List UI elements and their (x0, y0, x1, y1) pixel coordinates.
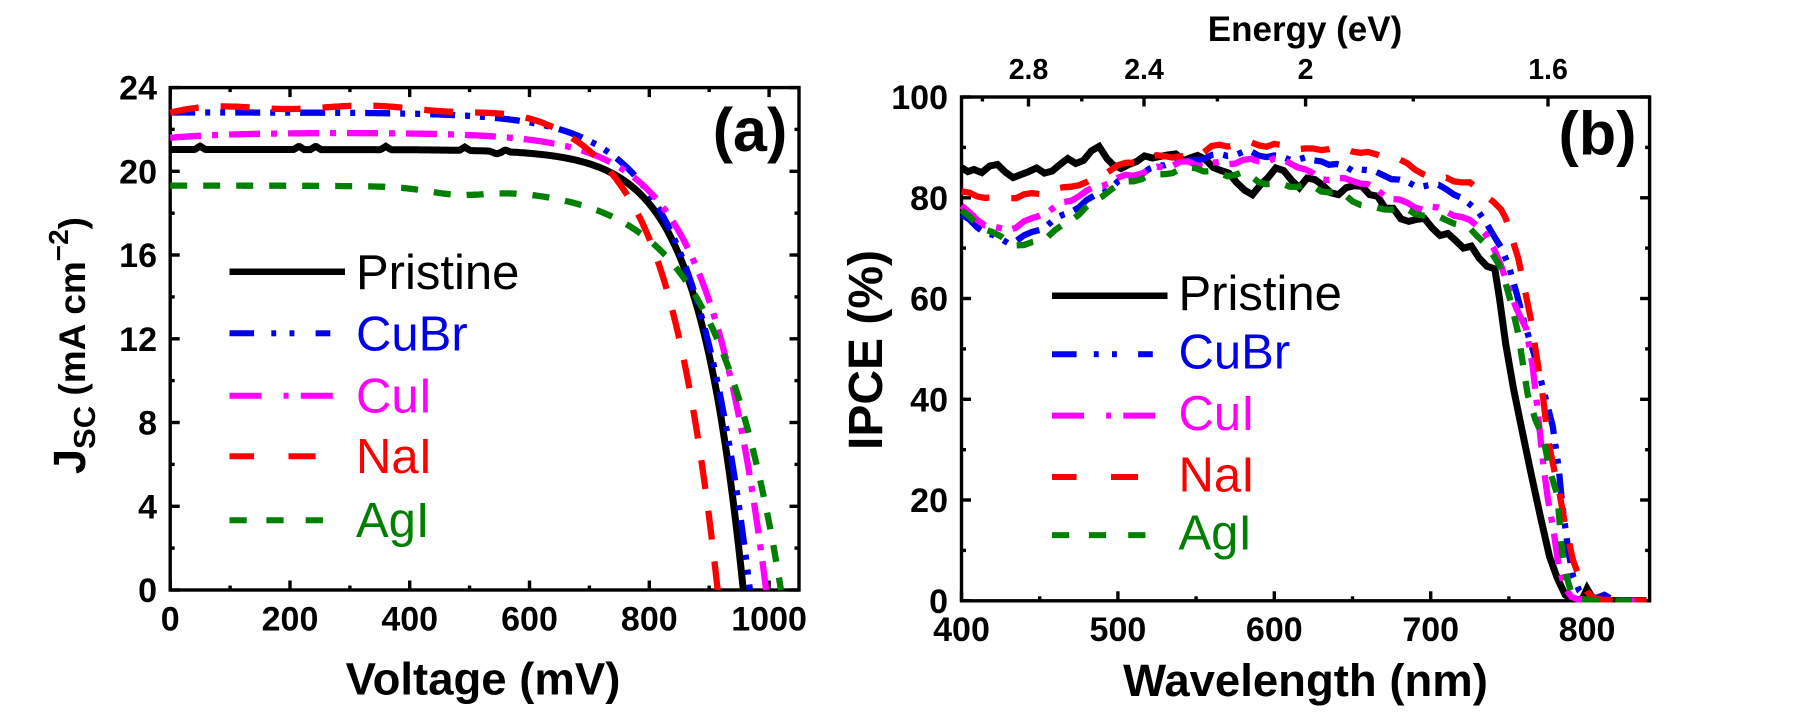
svg-text:(a): (a) (713, 96, 788, 164)
svg-text:4: 4 (138, 488, 157, 526)
svg-text:2.4: 2.4 (1124, 54, 1164, 86)
svg-text:800: 800 (621, 601, 678, 639)
svg-text:CuI: CuI (356, 370, 432, 424)
svg-text:AgI: AgI (356, 494, 430, 548)
svg-text:100: 100 (891, 79, 948, 117)
svg-text:16: 16 (119, 237, 157, 275)
svg-text:80: 80 (910, 180, 948, 218)
svg-text:600: 600 (501, 601, 558, 639)
svg-text:20: 20 (119, 153, 157, 191)
svg-text:600: 600 (1246, 611, 1303, 649)
svg-text:Voltage (mV): Voltage (mV) (346, 654, 621, 705)
svg-text:40: 40 (910, 381, 948, 419)
svg-text:1.6: 1.6 (1528, 54, 1568, 86)
svg-text:(b): (b) (1559, 100, 1637, 168)
svg-text:2.8: 2.8 (1009, 54, 1049, 86)
svg-text:700: 700 (1402, 611, 1459, 649)
svg-text:24: 24 (119, 70, 157, 108)
svg-text:60: 60 (910, 281, 948, 319)
svg-text:2: 2 (1298, 54, 1314, 86)
svg-text:8: 8 (138, 405, 157, 443)
svg-text:NaI: NaI (1179, 449, 1255, 503)
svg-text:Pristine: Pristine (1179, 267, 1342, 321)
svg-text:IPCE (%): IPCE (%) (840, 250, 893, 450)
svg-text:Pristine: Pristine (356, 246, 519, 300)
svg-text:AgI: AgI (1179, 507, 1253, 561)
svg-text:20: 20 (910, 482, 948, 520)
svg-text:0: 0 (138, 572, 157, 610)
svg-text:Wavelength (nm): Wavelength (nm) (1123, 655, 1488, 706)
svg-text:500: 500 (1090, 611, 1147, 649)
svg-text:NaI: NaI (356, 430, 432, 484)
svg-text:1000: 1000 (731, 601, 807, 639)
svg-text:400: 400 (933, 611, 990, 649)
svg-text:12: 12 (119, 321, 157, 359)
svg-text:0: 0 (161, 601, 180, 639)
svg-text:Energy (eV): Energy (eV) (1208, 10, 1403, 49)
svg-text:0: 0 (929, 583, 948, 621)
svg-text:CuBr: CuBr (1179, 326, 1291, 380)
svg-text:JSC (mA cm−2): JSC (mA cm−2) (43, 217, 102, 474)
svg-text:200: 200 (262, 601, 319, 639)
svg-text:400: 400 (381, 601, 438, 639)
svg-text:CuBr: CuBr (356, 307, 468, 361)
svg-text:800: 800 (1559, 611, 1616, 649)
svg-text:CuI: CuI (1179, 387, 1255, 441)
